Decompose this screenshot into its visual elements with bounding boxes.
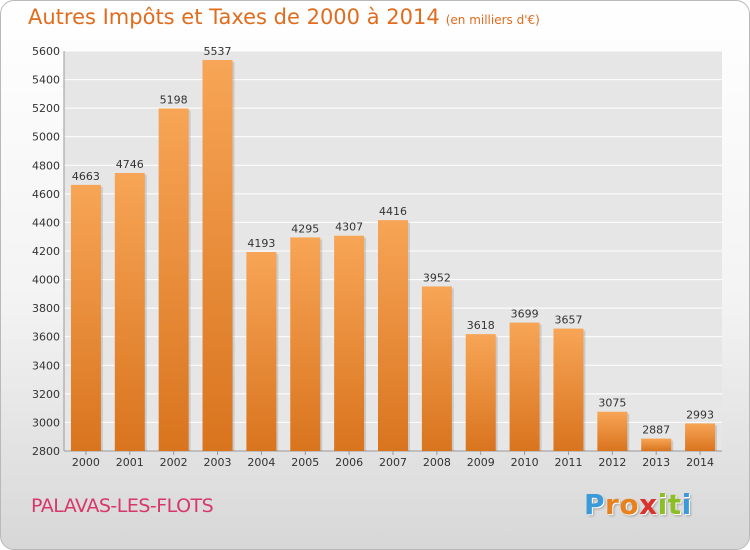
data-label: 2993: [686, 408, 714, 421]
commune-name: PALAVAS-LES-FLOTS: [31, 495, 214, 517]
y-tick-label: 4800: [32, 159, 60, 172]
data-label: 5198: [160, 93, 188, 106]
x-tick-label: 2012: [598, 456, 626, 469]
data-label: 3952: [423, 271, 451, 284]
bar-2006: [334, 235, 365, 451]
logo-letter: x: [639, 488, 658, 521]
data-label: 3075: [598, 397, 626, 410]
logo-letter: t: [667, 488, 682, 521]
bar-2008: [421, 286, 452, 451]
data-label: 3699: [511, 308, 539, 321]
logo-letter: i: [681, 488, 692, 521]
unit-label: (en milliers d'€): [445, 13, 540, 27]
bar-2009: [465, 334, 496, 451]
data-label: 5537: [204, 45, 232, 58]
x-tick-label: 2002: [160, 456, 188, 469]
data-label: 4295: [291, 222, 319, 235]
x-tick-label: 2008: [423, 456, 451, 469]
data-label: 4663: [72, 170, 100, 183]
bar-2000: [70, 184, 101, 451]
y-tick-label: 5000: [32, 131, 60, 144]
x-tick-label: 2011: [554, 456, 582, 469]
bar-2003: [202, 60, 233, 451]
bar-2010: [509, 322, 540, 451]
x-tick-label: 2000: [72, 456, 100, 469]
logo-letter: i: [657, 488, 668, 521]
y-tick-label: 4600: [32, 188, 60, 201]
logo-letter: P: [584, 488, 606, 521]
bar-2013: [641, 438, 672, 451]
x-tick-label: 2010: [511, 456, 539, 469]
bar-2001: [114, 173, 145, 451]
data-label: 3657: [554, 314, 582, 327]
proxiti-logo: Proxiti: [584, 488, 692, 521]
y-tick-label: 4000: [32, 274, 60, 287]
x-tick-label: 2014: [686, 456, 714, 469]
x-tick-label: 2006: [335, 456, 363, 469]
data-label: 4746: [116, 158, 144, 171]
x-tick-label: 2007: [379, 456, 407, 469]
y-tick-label: 3600: [32, 331, 60, 344]
chart-title: Autres Impôts et Taxes de 2000 à 2014 (en…: [28, 5, 540, 29]
logo-letter: r: [605, 488, 620, 521]
bar-2014: [685, 423, 716, 451]
bar-2002: [158, 108, 189, 451]
y-tick-label: 3200: [32, 388, 60, 401]
bar-2012: [597, 411, 628, 451]
y-tick-label: 3800: [32, 302, 60, 315]
logo-letter: o: [619, 488, 640, 521]
x-tick-label: 2009: [467, 456, 495, 469]
data-label: 4193: [247, 237, 275, 250]
y-tick-label: 5400: [32, 74, 60, 87]
y-tick-label: 2800: [32, 445, 60, 458]
y-tick-label: 4200: [32, 245, 60, 258]
x-tick-label: 2001: [116, 456, 144, 469]
data-label: 4307: [335, 221, 363, 234]
y-tick-label: 3400: [32, 359, 60, 372]
x-tick-label: 2004: [247, 456, 275, 469]
x-tick-label: 2003: [204, 456, 232, 469]
data-label: 4416: [379, 205, 407, 218]
y-tick-label: 5600: [32, 45, 60, 58]
bar-2007: [378, 220, 408, 451]
y-tick-label: 4400: [32, 216, 60, 229]
bar-2005: [290, 237, 321, 451]
bar-2004: [246, 252, 277, 451]
y-tick-label: 5200: [32, 102, 60, 115]
x-tick-label: 2005: [291, 456, 319, 469]
x-tick-label: 2013: [642, 456, 670, 469]
data-label: 3618: [467, 319, 495, 332]
bar-2011: [553, 328, 584, 451]
y-tick-label: 3000: [32, 416, 60, 429]
data-label: 2887: [642, 424, 670, 437]
